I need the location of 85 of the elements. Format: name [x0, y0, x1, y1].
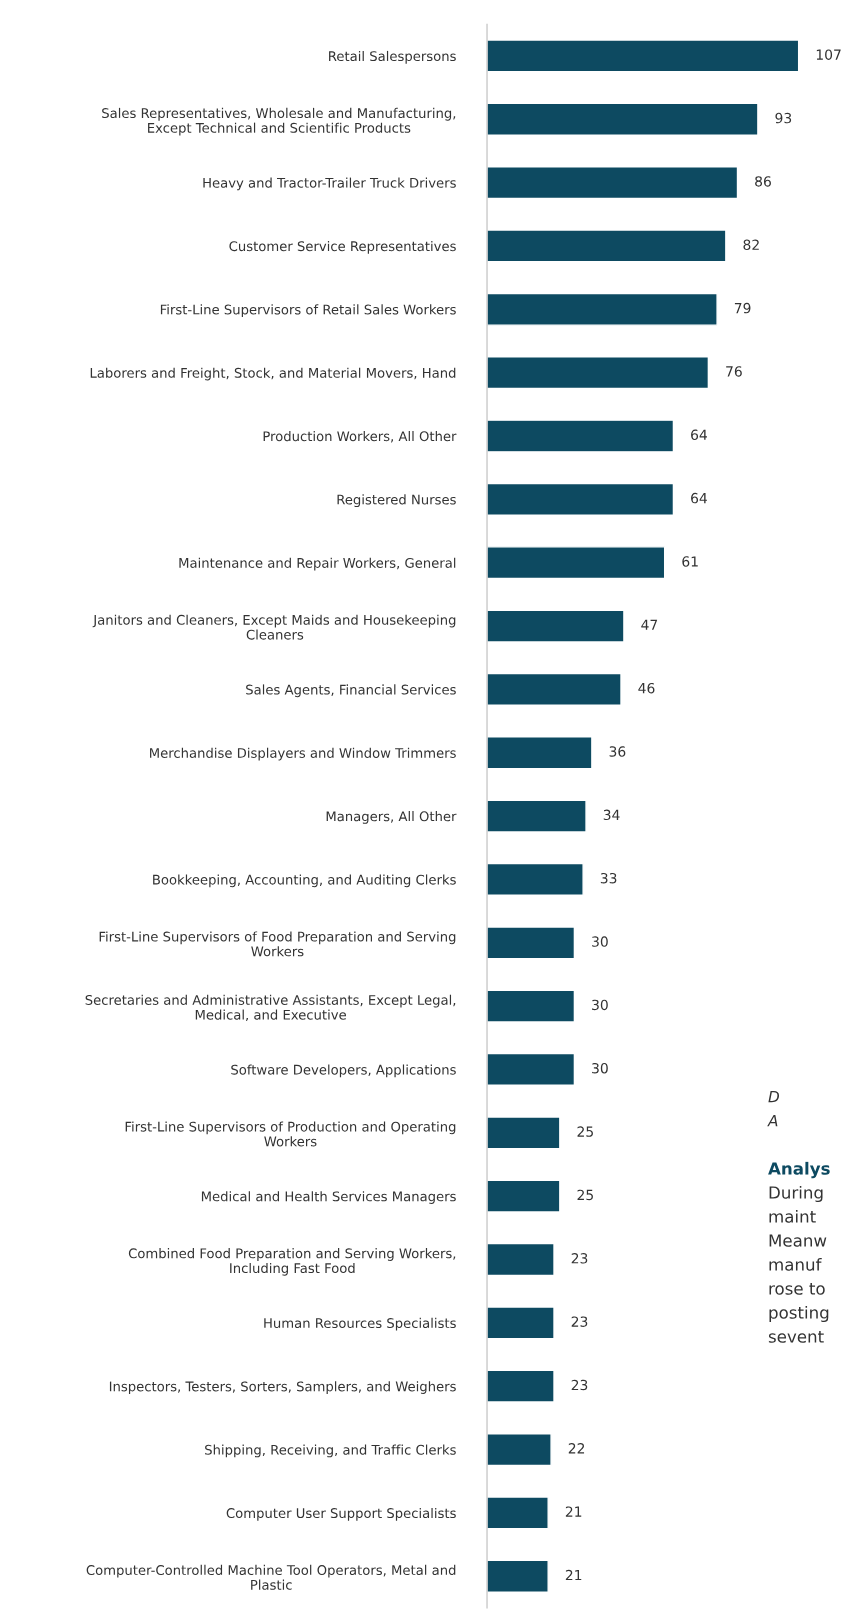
y-tick-label: Sales Representatives, Wholesale and Manufacturing, Except Technical and Scientific Products [102, 107, 456, 136]
y-tick-label: Human Resources Specialists [264, 1317, 456, 1331]
data-label: 30 [592, 1062, 608, 1074]
annotation: Meanw [769, 1234, 827, 1247]
bar [487, 356, 710, 390]
data-label: 33 [600, 872, 617, 884]
data-label: 23 [571, 1316, 588, 1327]
y-tick-label: Medical and Health Services Managers [201, 1191, 456, 1204]
data-label: 34 [603, 809, 620, 821]
bar [487, 229, 727, 263]
data-label: 21 [565, 1506, 582, 1517]
bar [487, 1496, 549, 1530]
y-tick-label: Managers, All Other [326, 811, 457, 824]
bar [487, 166, 739, 200]
bar [487, 1116, 561, 1150]
data-label: 61 [682, 556, 698, 567]
y-tick-label: Secretaries and Administrative Assistants, Except Legal, Medical, and Executive [85, 994, 456, 1022]
data-label: 23 [571, 1253, 588, 1264]
y-tick-label: First-Line Supervisors of Production and Operating Workers [125, 1121, 456, 1147]
data-label: 76 [726, 366, 742, 377]
y-tick-label: Janitors and Cleaners, Except Maids and Housekeeping Cleaners [92, 614, 456, 640]
data-label: 46 [638, 682, 655, 694]
bar [487, 926, 576, 960]
y-tick-label: Sales Agents, Financial Services [246, 684, 456, 698]
data-label: 79 [734, 302, 751, 314]
bar [487, 672, 622, 706]
bar [487, 1559, 549, 1593]
bar [487, 1052, 576, 1087]
annotation: Analys [768, 1161, 830, 1179]
y-tick-label: Combined Food Preparation and Serving Workers, Including Fast Food [128, 1248, 456, 1276]
data-label: 64 [691, 492, 707, 504]
data-label: 107 [816, 49, 841, 60]
y-tick-label: Laborers and Freight, Stock, and Material Movers, Hand [90, 367, 456, 381]
data-label: 23 [571, 1379, 588, 1391]
y-tick-label: Customer Service Representatives [229, 240, 456, 254]
data-label: 93 [775, 112, 792, 124]
data-label: 64 [691, 429, 707, 441]
data-label: 21 [565, 1569, 582, 1581]
annotation: sevent [768, 1330, 824, 1343]
annotation: maint [769, 1209, 816, 1223]
bar [487, 1369, 555, 1403]
bar [487, 609, 625, 643]
y-tick-label: Production Workers, All Other [263, 430, 457, 443]
bar [487, 419, 675, 453]
y-tick-label: Software Developers, Applications [231, 1064, 456, 1078]
y-tick-label: Shipping, Receiving, and Traffic Clerks [205, 1444, 456, 1458]
y-tick-label: First-Line Supervisors of Food Preparation and Serving Workers [99, 931, 456, 957]
data-label: 36 [609, 746, 626, 757]
data-label: 22 [568, 1443, 585, 1454]
data-label: 30 [592, 999, 608, 1011]
y-tick-label: First-Line Supervisors of Retail Sales Workers [160, 304, 456, 318]
data-label: 25 [577, 1189, 593, 1201]
data-label: 82 [743, 239, 759, 250]
y-tick-label: Maintenance and Repair Workers, General [179, 557, 456, 571]
data-label: 47 [641, 619, 658, 630]
y-tick-label: Inspectors, Testers, Sorters, Samplers, and Weighers [109, 1381, 456, 1394]
bar [487, 1306, 555, 1340]
annotation: During [769, 1185, 823, 1203]
bar [487, 546, 666, 580]
y-tick-label: Computer-Controlled Machine Tool Operators, Metal and Plastic [86, 1564, 456, 1590]
bar [487, 989, 576, 1023]
bar [487, 102, 759, 136]
y-tick-label: Computer User Support Specialists [226, 1507, 456, 1521]
bar [487, 482, 675, 516]
bar [487, 292, 718, 326]
bar [487, 736, 593, 770]
bar [487, 1179, 561, 1213]
bar [487, 1242, 555, 1277]
data-label: 30 [592, 936, 608, 947]
y-tick-label: Bookkeeping, Accounting, and Auditing Clerks [153, 874, 456, 888]
y-tick-label: Merchandise Displayers and Window Trimmers [150, 747, 456, 761]
bar [487, 1433, 552, 1467]
y-tick-label: Registered Nurses [337, 494, 456, 508]
annotation: posting [769, 1305, 829, 1323]
annotation: A [767, 1115, 778, 1127]
y-tick-label: Retail Salespersons [329, 50, 456, 64]
data-label: 25 [577, 1126, 593, 1137]
bar [487, 799, 587, 833]
annotation: manuf [769, 1257, 822, 1271]
bar [487, 39, 800, 73]
y-tick-label: Heavy and Tractor-Trailer Truck Drivers [203, 177, 456, 191]
annotation: D [768, 1091, 780, 1103]
annotation: rose to [769, 1282, 825, 1295]
data-label: 86 [755, 176, 771, 187]
bar [487, 862, 584, 896]
